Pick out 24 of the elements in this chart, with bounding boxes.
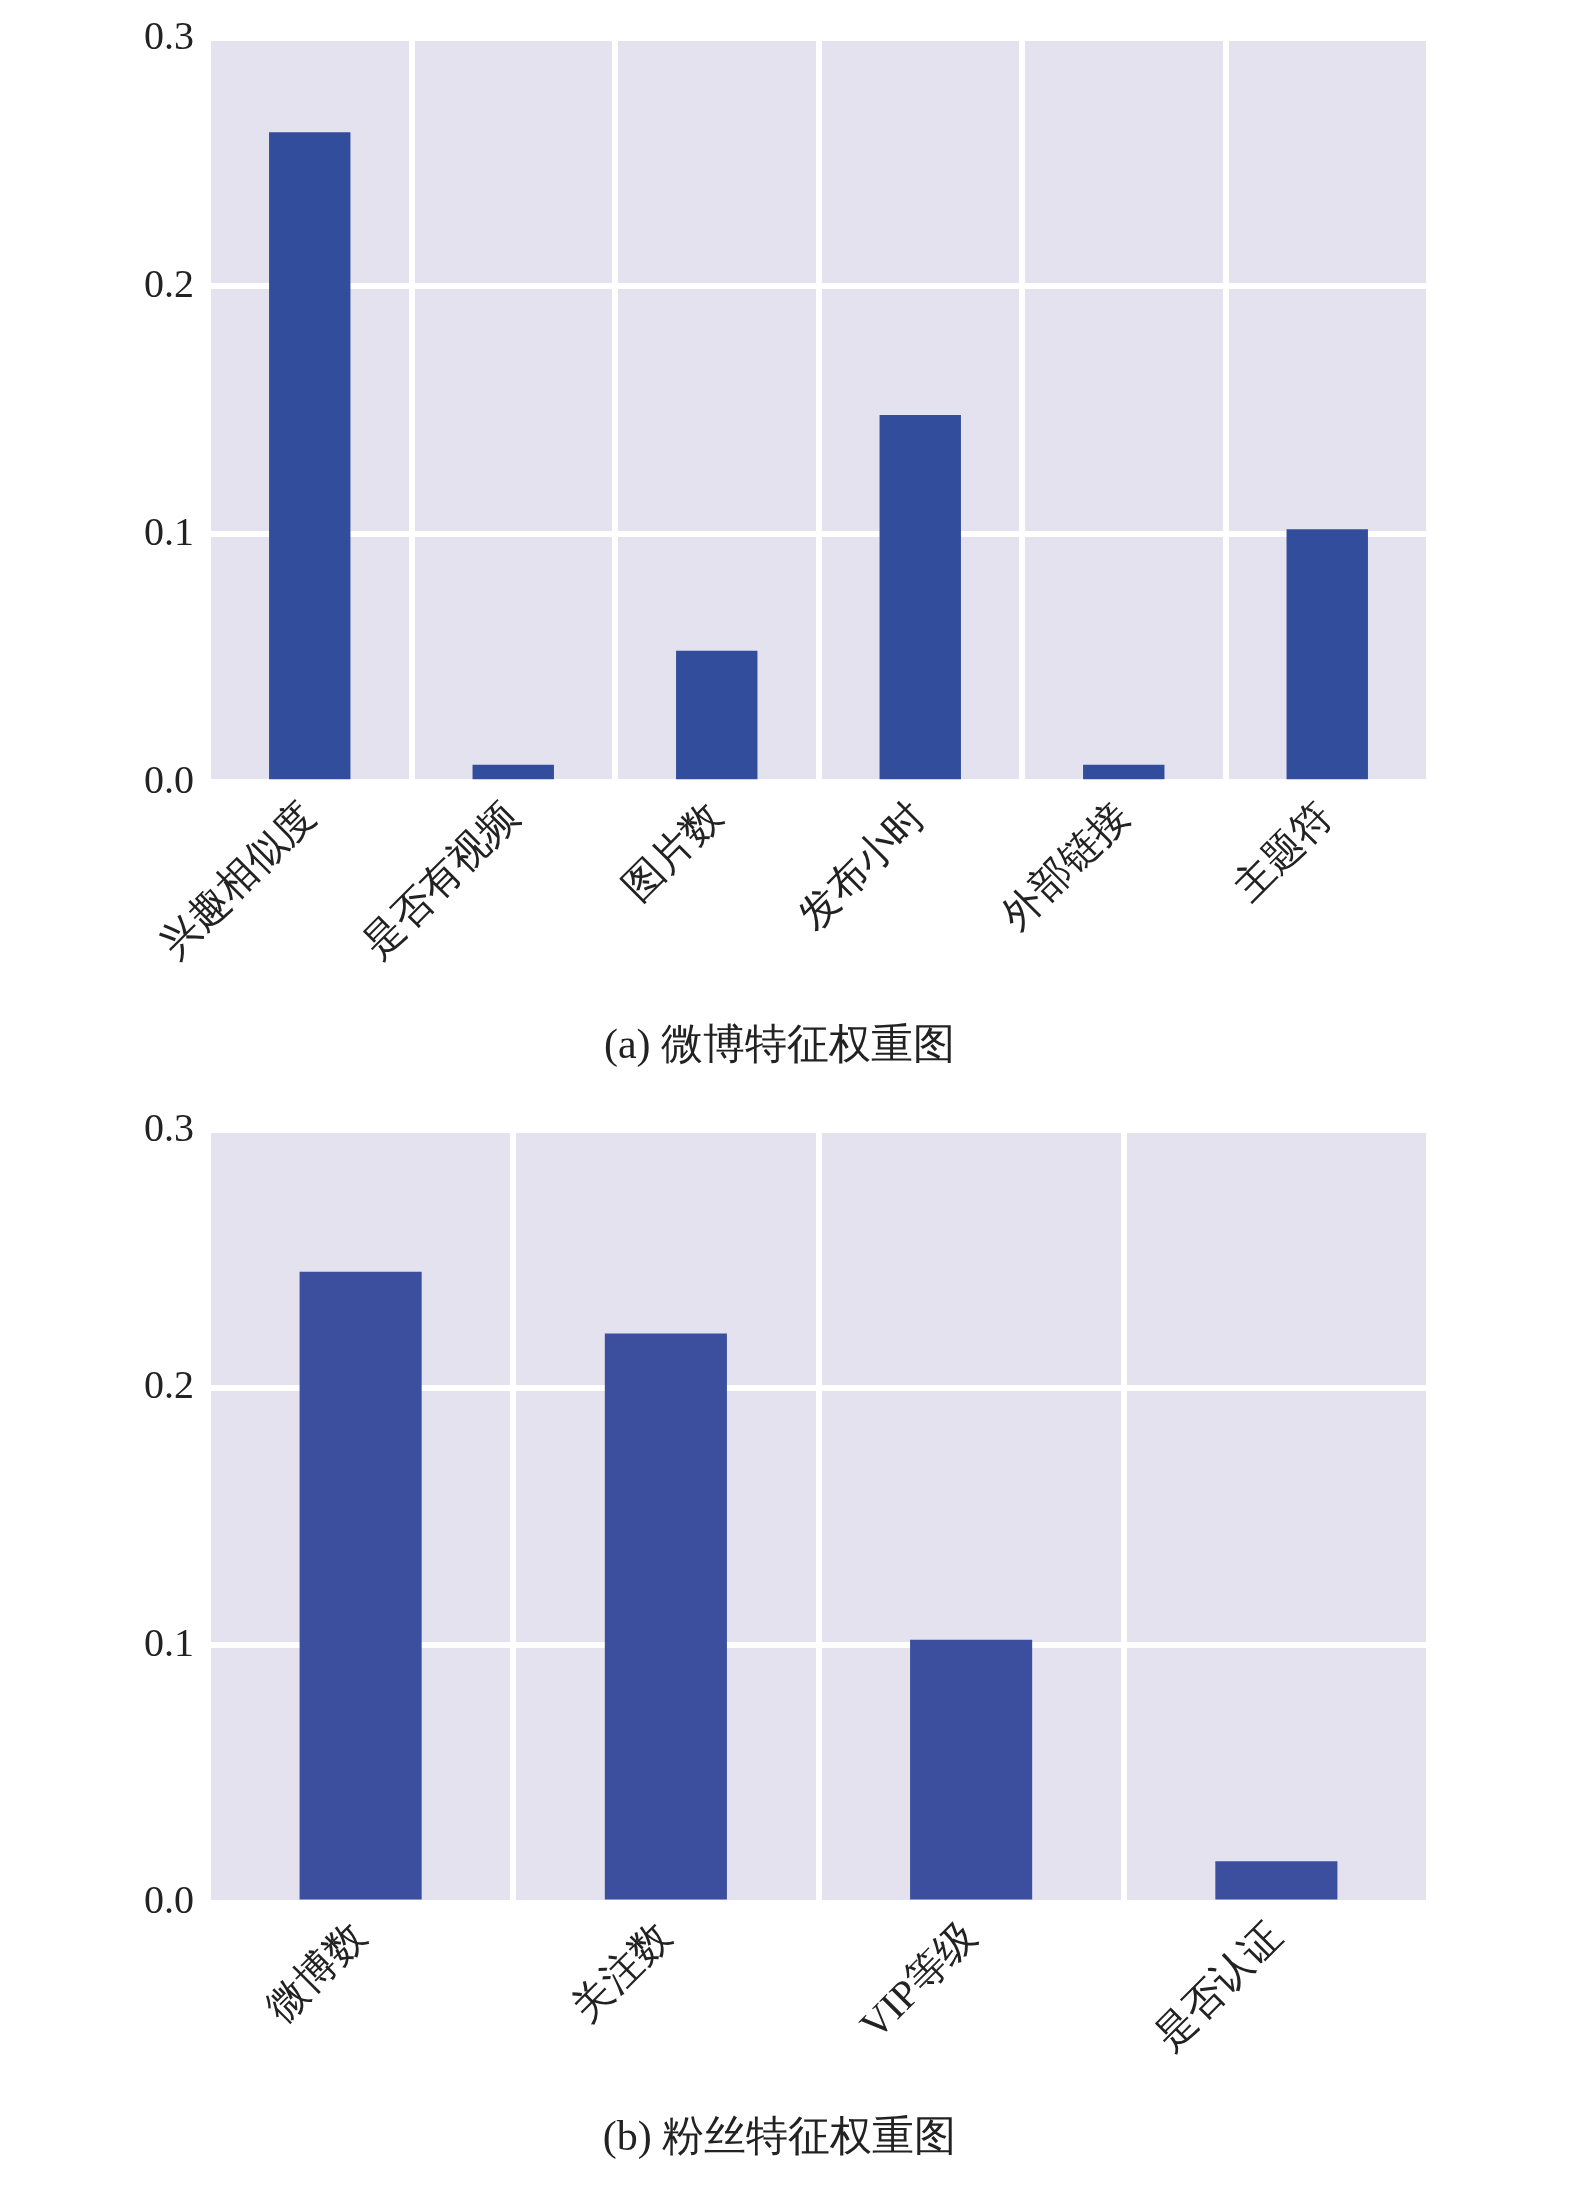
bar: [1083, 764, 1165, 780]
x-tick-label: 主题符: [1224, 793, 1342, 910]
y-tick-label: 0.3: [144, 1104, 194, 1150]
y-tick-label: 0.2: [144, 260, 194, 306]
y-tick-label: 0.2: [144, 1362, 194, 1408]
x-tick-label: 是否有视频: [353, 793, 528, 967]
x-tick-label: 关注数: [562, 1913, 680, 2031]
x-tick-label: 发布小时: [789, 793, 935, 939]
text: (b) 粉丝特征权重图: [602, 2112, 957, 2160]
x-tick-label: VIP等级: [850, 1913, 985, 2048]
bar: [879, 415, 961, 780]
x-tick-label: 外部链接: [992, 793, 1138, 939]
x-tick-label: 图片数: [613, 793, 731, 910]
bar: [269, 132, 351, 780]
y-tick-label: 0.3: [144, 12, 194, 58]
y-tick-label: 0.1: [144, 508, 194, 554]
x-tick-label: 微博数: [257, 1913, 375, 2031]
bar: [676, 650, 758, 780]
bar: [472, 764, 554, 780]
y-tick-label: 0.1: [144, 1619, 194, 1665]
x-tick-label: 是否认证: [1145, 1913, 1291, 2059]
text: (a) 微博特征权重图: [603, 1020, 956, 1068]
y-tick-label: 0.0: [144, 1877, 194, 1923]
bar: [1286, 529, 1368, 780]
